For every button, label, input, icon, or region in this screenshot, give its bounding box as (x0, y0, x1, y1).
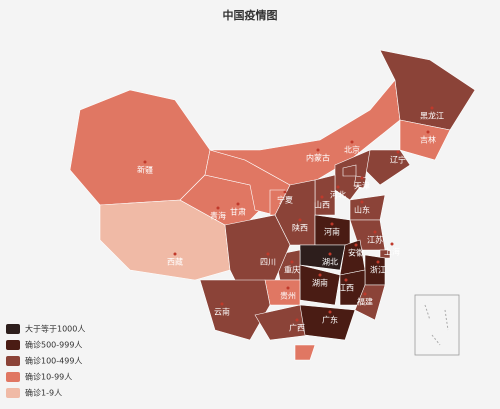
province (69, 89, 211, 206)
province-label: 浙江 (370, 265, 386, 275)
province (199, 279, 271, 341)
province-label: 河北 (330, 190, 346, 200)
province (354, 284, 386, 321)
title: 中国疫情图 (223, 8, 278, 22)
legend: 大于等于1000人确诊500-999人确诊100-499人确诊10-99人确诊1… (6, 324, 85, 398)
province-label: 陕西 (292, 223, 308, 233)
capital-dot (295, 318, 299, 322)
capital-dot (360, 200, 364, 204)
legend-label: 确诊500-999人 (25, 340, 82, 350)
province-label: 宁夏 (277, 195, 293, 205)
legend-label: 确诊10-99人 (25, 372, 72, 382)
capital-dot (360, 176, 364, 180)
province-label: 四川 (260, 258, 276, 267)
province-label: 辽宁 (390, 155, 406, 165)
capital-dot (286, 286, 290, 290)
capital-dot (298, 218, 302, 222)
legend-label: 确诊100-499人 (25, 356, 82, 366)
hainan (294, 344, 316, 361)
capital-dot (266, 252, 270, 256)
province-label: 重庆 (284, 265, 300, 275)
capital-dot (390, 242, 394, 246)
legend-label: 确诊1-9人 (25, 388, 62, 398)
province-label: 上海 (384, 247, 400, 257)
capital-dot (216, 206, 220, 210)
province-label: 天津 (354, 181, 370, 191)
province-label: 吉林 (420, 135, 436, 145)
capital-dot (316, 148, 320, 152)
capital-dot (320, 195, 324, 199)
inset-lines (424, 304, 449, 346)
province-label: 广东 (322, 315, 338, 325)
legend-swatch (6, 324, 20, 334)
province-label: 湖南 (312, 278, 328, 288)
province (379, 249, 391, 259)
legend-label: 大于等于1000人 (25, 324, 85, 334)
capital-dot (328, 310, 332, 314)
province-label: 广西 (289, 323, 305, 333)
legend-swatch (6, 340, 20, 350)
legend-swatch (6, 388, 20, 398)
capital-dot (426, 130, 430, 134)
capital-dot (373, 230, 377, 234)
capital-dot (376, 260, 380, 264)
capital-dot (318, 273, 322, 277)
province-label: 甘肃 (230, 207, 246, 217)
south-sea-inset (414, 294, 460, 356)
province-label: 河南 (324, 227, 340, 237)
province (299, 304, 356, 341)
province-label: 安徽 (348, 248, 364, 258)
capital-dot (344, 278, 348, 282)
province-label: 西藏 (167, 257, 183, 267)
capital-dot (363, 292, 367, 296)
legend-swatch (6, 356, 20, 366)
capital-dot (173, 252, 177, 256)
capital-dot (143, 160, 147, 164)
capital-dot (350, 140, 354, 144)
capital-dot (283, 190, 287, 194)
province-label: 北京 (344, 145, 360, 155)
province-label: 贵州 (280, 291, 296, 301)
province-label: 湖北 (322, 258, 338, 267)
capital-dot (328, 252, 332, 256)
capital-dot (430, 106, 434, 110)
capital-dot (290, 260, 294, 264)
capital-dot (354, 243, 358, 247)
capital-dot (396, 150, 400, 154)
province-label: 黑龙江 (420, 111, 444, 121)
province-label: 山西 (314, 200, 330, 210)
province-label: 山东 (354, 205, 370, 215)
province-label: 福建 (357, 297, 373, 307)
capital-dot (220, 302, 224, 306)
capital-dot (330, 222, 334, 226)
capital-dot (236, 202, 240, 206)
province (399, 119, 451, 161)
province-label: 云南 (214, 307, 230, 317)
province-label: 江西 (338, 284, 354, 293)
capital-dot (336, 185, 340, 189)
province-label: 江苏 (367, 235, 383, 245)
legend-swatch (6, 372, 20, 382)
province-label: 新疆 (137, 165, 153, 175)
province-label: 内蒙古 (306, 153, 330, 163)
province-label: 青海 (210, 211, 226, 221)
